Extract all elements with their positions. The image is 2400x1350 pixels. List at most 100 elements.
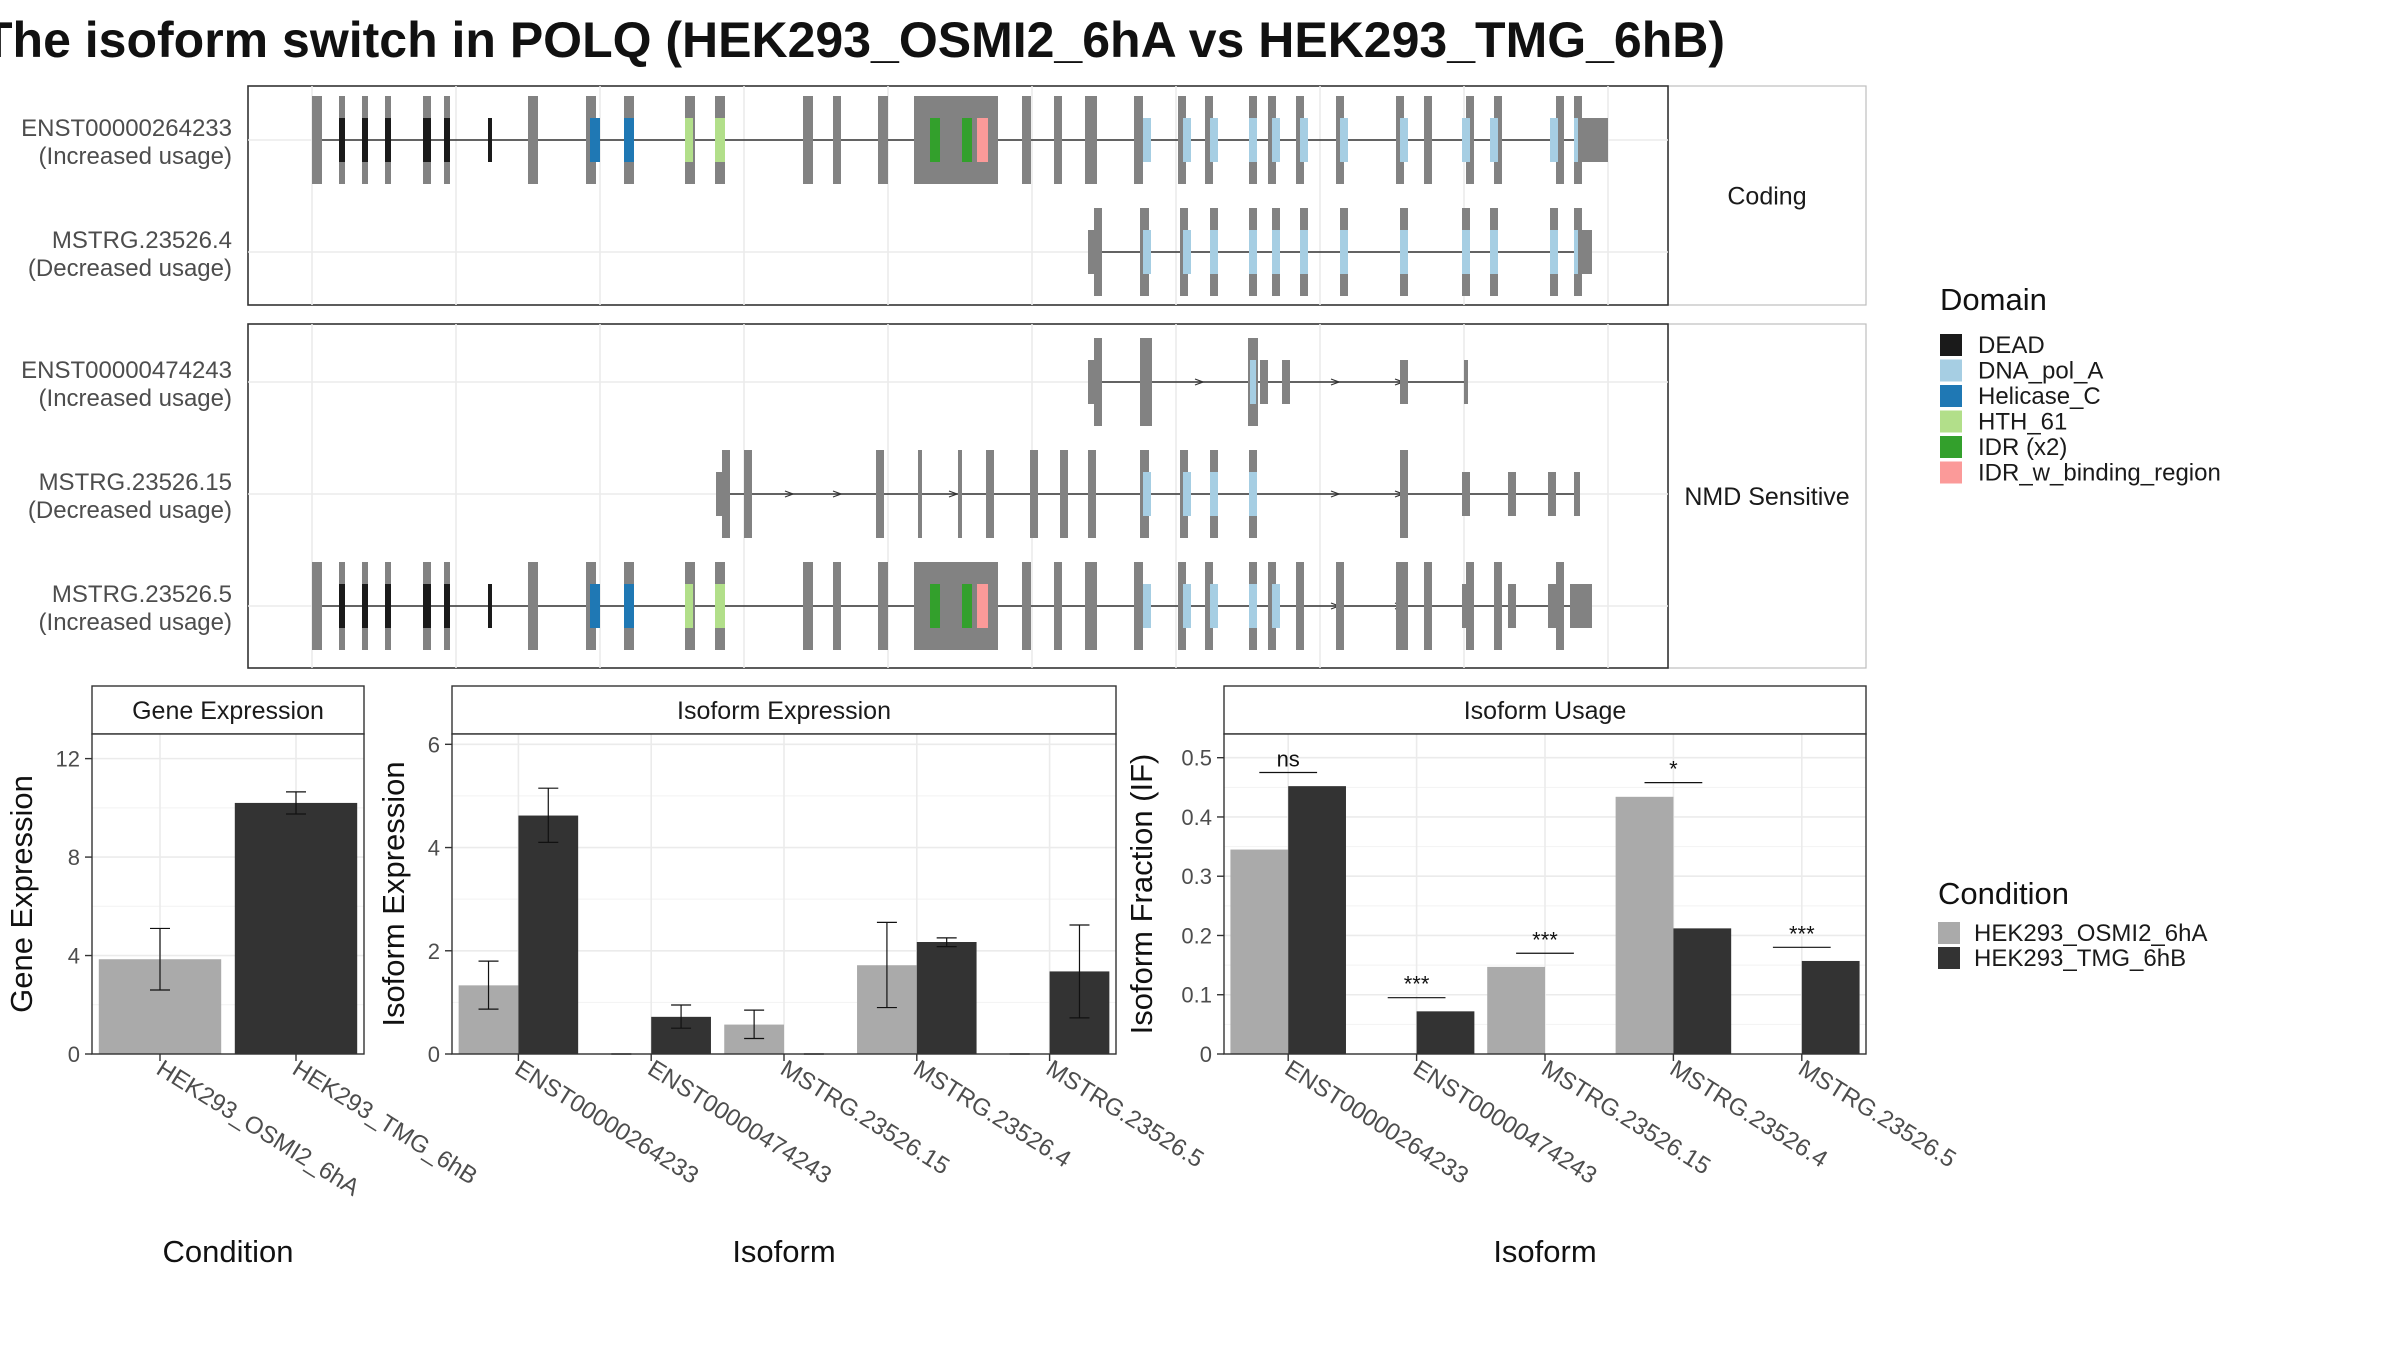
strand-arrow <box>948 490 959 498</box>
domain-region <box>1400 230 1408 274</box>
y-tick-label: 4 <box>428 836 440 861</box>
exon <box>1205 96 1213 184</box>
domain-region <box>1249 584 1257 628</box>
domain-region <box>423 584 431 628</box>
domain-region <box>1550 118 1558 162</box>
domain-legend-swatch <box>1940 334 1962 356</box>
domain-region <box>962 118 972 162</box>
domain-legend-swatch <box>1940 359 1962 382</box>
domain-region <box>1143 230 1151 274</box>
exon <box>1094 338 1102 426</box>
y-tick-label: 0 <box>68 1042 80 1067</box>
facet-label: Coding <box>1727 183 1806 211</box>
bar <box>916 942 977 1054</box>
transcript-usage-label: (Decreased usage) <box>28 255 232 282</box>
domain-region <box>1249 118 1257 162</box>
domain-legend-swatch <box>1940 410 1962 433</box>
transcript-id-label: ENST00000264233 <box>21 115 232 142</box>
domain-region <box>1300 118 1308 162</box>
y-tick-label: 0.3 <box>1181 864 1212 889</box>
domain-legend-label: DEAD <box>1978 332 2045 359</box>
transcript-usage-label: (Decreased usage) <box>28 497 232 524</box>
exon <box>833 562 841 650</box>
facet-strip-box <box>1667 85 1867 306</box>
exon <box>990 562 998 650</box>
exon <box>1178 562 1186 650</box>
transcript-model <box>312 96 1608 184</box>
domain-region <box>930 118 940 162</box>
domain-region <box>1210 472 1218 516</box>
domain-region <box>624 584 634 628</box>
domain-legend-swatch <box>1940 461 1962 484</box>
utr-exon <box>312 96 322 184</box>
domain-region <box>1183 230 1191 274</box>
exon <box>744 450 752 538</box>
domain-region <box>1300 230 1308 274</box>
exon <box>1094 208 1102 296</box>
exon <box>1134 562 1143 650</box>
domain-region <box>962 584 972 628</box>
transcript-id-label: ENST00000474243 <box>21 357 232 384</box>
utr-exon <box>1508 584 1516 628</box>
exon <box>1134 96 1143 184</box>
y-tick-label: 0.1 <box>1181 983 1212 1008</box>
chart-strip-label: Isoform Expression <box>677 697 891 725</box>
exon <box>990 96 998 184</box>
domain-region <box>685 118 693 162</box>
bar <box>1615 796 1674 1054</box>
domain-region <box>715 118 725 162</box>
domain-region <box>339 118 345 162</box>
exon <box>1494 562 1502 650</box>
bar <box>518 815 579 1054</box>
exon <box>716 472 722 516</box>
exon <box>918 450 922 538</box>
domain-legend-label: IDR_w_binding_region <box>1978 460 2221 487</box>
y-tick-label: 0.4 <box>1181 805 1212 830</box>
exon <box>1178 96 1186 184</box>
domain-region <box>1490 118 1498 162</box>
exon <box>1464 360 1468 404</box>
transcript-id-label: MSTRG.23526.5 <box>52 581 232 608</box>
y-axis-title: Isoform Expression <box>376 761 411 1026</box>
significance-label: * <box>1669 757 1678 782</box>
domain-region <box>362 584 368 628</box>
domain-region <box>1272 230 1280 274</box>
exon <box>1296 562 1304 650</box>
domain-region <box>1250 360 1256 404</box>
exon <box>1205 562 1213 650</box>
domain-region <box>1143 472 1151 516</box>
y-tick-label: 0.2 <box>1181 923 1212 948</box>
exon <box>1088 450 1096 538</box>
domain-region <box>1272 584 1280 628</box>
exon <box>1400 360 1408 404</box>
x-axis-title: Isoform <box>732 1234 835 1269</box>
domain-region <box>977 118 988 162</box>
exon <box>1400 562 1408 650</box>
domain-region <box>1400 118 1408 162</box>
significance-label: *** <box>1789 921 1815 946</box>
y-tick-label: 2 <box>428 939 440 964</box>
domain-legend-title: Domain <box>1940 282 2047 317</box>
chart-panel-border <box>91 733 365 1055</box>
domain-region <box>1210 584 1218 628</box>
exon <box>803 96 813 184</box>
strand-arrow <box>1330 490 1341 498</box>
exon <box>803 562 813 650</box>
y-tick-label: 0 <box>1200 1042 1212 1067</box>
exon <box>1462 472 1470 516</box>
domain-region <box>1249 472 1257 516</box>
exon <box>1424 562 1432 650</box>
exon <box>1260 360 1268 404</box>
exon <box>1085 562 1097 650</box>
transcript-model <box>312 562 1592 650</box>
exon <box>1022 562 1031 650</box>
y-axis-title: Gene Expression <box>4 775 39 1013</box>
facet-strip-box <box>1667 323 1867 669</box>
exon <box>1556 96 1564 184</box>
domain-region <box>977 584 988 628</box>
condition-legend-label: HEK293_OSMI2_6hA <box>1974 920 2207 947</box>
domain-legend-swatch <box>1940 385 1962 407</box>
condition-legend-title: Condition <box>1938 876 2069 911</box>
utr-exon <box>1578 118 1608 162</box>
exon <box>878 562 888 650</box>
